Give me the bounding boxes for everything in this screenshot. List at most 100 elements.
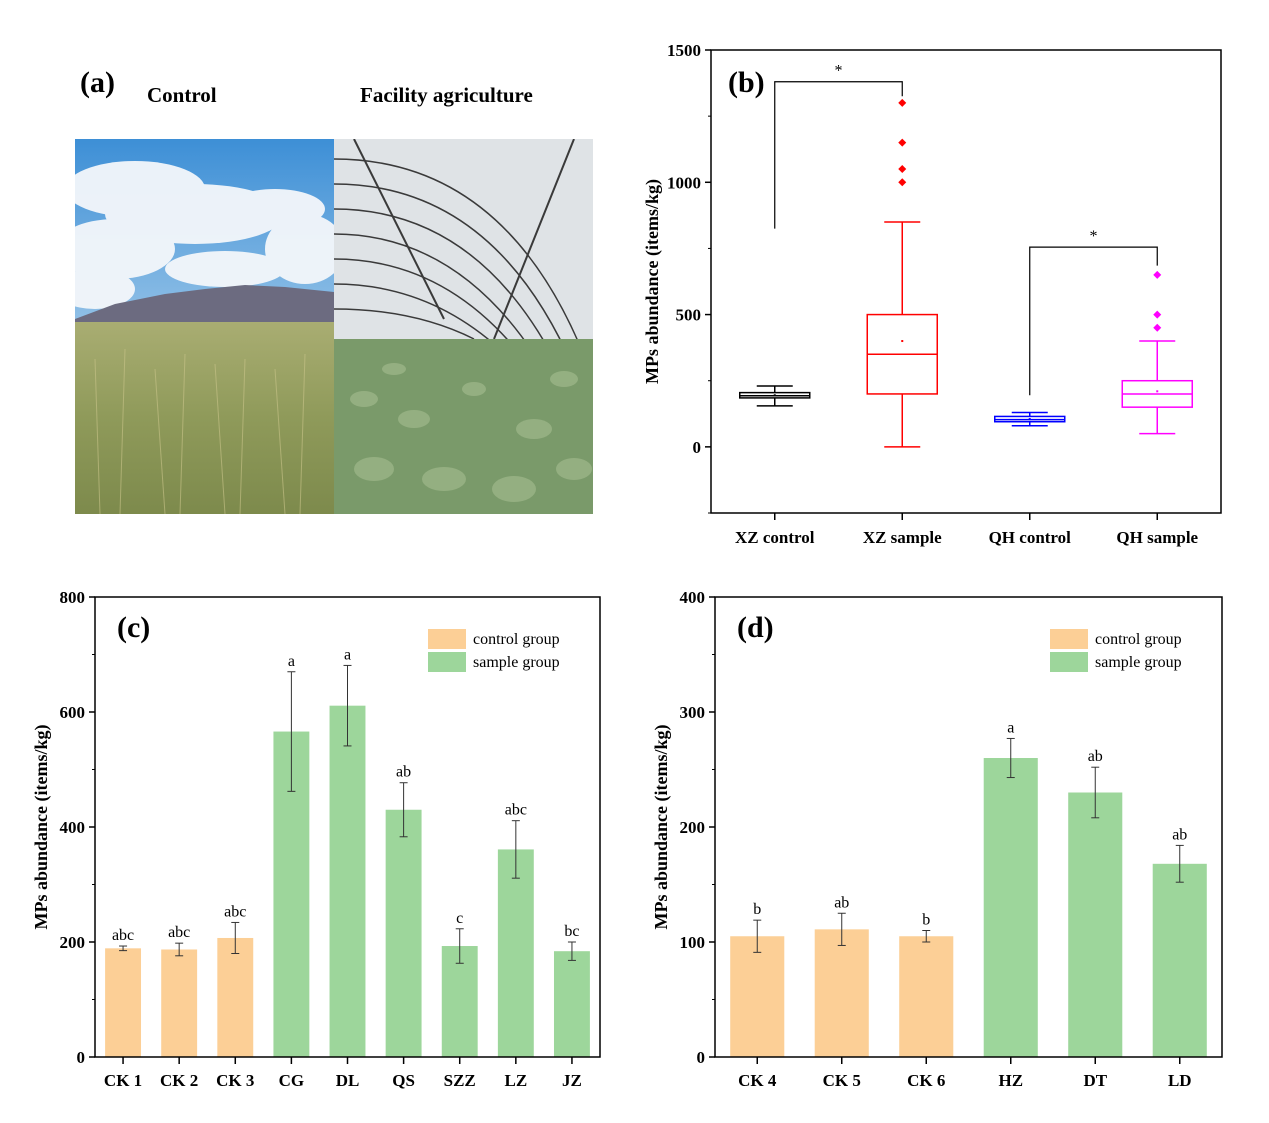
y-tick-label: 300: [680, 703, 706, 722]
y-tick-label: 400: [60, 818, 86, 837]
box-qh-sample: [1121, 270, 1193, 435]
mean-marker: [901, 340, 904, 343]
panel-c-label: (c): [117, 611, 150, 644]
y-axis-label: MPs abundance (items/kg): [642, 179, 663, 384]
outlier-point: [1153, 323, 1162, 332]
y-tick-label: 0: [693, 438, 702, 457]
box-xz-sample: [866, 98, 938, 448]
legend-swatch-control: [1050, 629, 1088, 649]
legend-swatch-sample: [1050, 652, 1088, 672]
legend-label-sample: sample group: [473, 654, 560, 671]
legend-label-sample: sample group: [1095, 654, 1182, 671]
significance-letter: abc: [505, 802, 527, 819]
y-tick-label: 500: [676, 306, 702, 325]
significance-letter: bc: [564, 923, 579, 940]
x-tick-label: CK 4: [738, 1071, 777, 1090]
y-axis-label: MPs abundance (items/kg): [31, 724, 52, 929]
bar-lz: [497, 849, 534, 1057]
panel-d-barchart: b ab b a ab ab 0 100 200 300 400 CK 4 CK 5 CK 6 HZ DT LD…: [651, 588, 1223, 1090]
panel-b-label: (b): [728, 66, 765, 99]
bar-ck-3: [217, 937, 254, 1057]
bar-dt: [1068, 792, 1123, 1057]
bar-ck-2: [161, 949, 198, 1057]
box-qh-control: [994, 411, 1066, 427]
y-tick-label: 400: [680, 588, 706, 607]
outlier-point: [898, 178, 907, 187]
panel-a-label: (a): [80, 66, 115, 99]
legend-swatch-sample: [428, 652, 466, 672]
significance-letter: ab: [396, 764, 411, 781]
wheat-field-mountains-photo: [75, 139, 334, 514]
x-tick-label: HZ: [998, 1071, 1023, 1090]
significance-bracket: [1029, 246, 1158, 396]
bar-hz: [983, 758, 1038, 1057]
y-tick-label: 1000: [667, 173, 701, 192]
x-tick-label: CK 2: [160, 1071, 198, 1090]
significance-letter: b: [922, 912, 930, 929]
facility-photo-title: Facility agriculture: [360, 83, 533, 107]
legend-label-control: control group: [473, 631, 560, 648]
x-tick-label: XZ control: [735, 528, 815, 547]
x-tick-label: CK 6: [907, 1071, 945, 1090]
x-tick-label: CG: [279, 1071, 305, 1090]
x-tick-label: JZ: [562, 1071, 582, 1090]
bar-ld: [1152, 863, 1207, 1057]
box-xz-control: [739, 385, 811, 407]
bar-ck-6: [899, 936, 954, 1057]
plot-frame: [710, 49, 1222, 514]
x-tick-label: QH sample: [1116, 528, 1198, 547]
legend-swatch-control: [428, 629, 466, 649]
outlier-point: [898, 98, 907, 107]
greenhouse-vegetables-photo: [334, 139, 593, 514]
y-tick-label: 200: [680, 818, 706, 837]
bar-ck-4: [730, 936, 785, 1057]
bar-dl: [329, 705, 366, 1057]
y-tick-label: 800: [60, 588, 86, 607]
significance-letter: abc: [112, 927, 134, 944]
y-tick-label: 600: [60, 703, 86, 722]
x-tick-label: SZZ: [444, 1071, 476, 1090]
x-tick-label: LD: [1168, 1071, 1192, 1090]
x-tick-label: CK 1: [104, 1071, 142, 1090]
significance-letter: a: [344, 646, 351, 663]
outlier-point: [898, 138, 907, 147]
significance-letter: a: [1007, 719, 1014, 736]
y-tick-label: 100: [680, 933, 706, 952]
panel-b-boxplot: 0 500 1000 1500 MPs abundance (items/kg) (b) X…: [642, 41, 1222, 547]
mean-marker: [1028, 418, 1031, 421]
significance-star: *: [835, 63, 843, 80]
x-tick-label: QS: [392, 1071, 415, 1090]
outlier-point: [1153, 310, 1162, 319]
x-tick-label: LZ: [504, 1071, 527, 1090]
x-tick-label: DL: [336, 1071, 360, 1090]
significance-letter: ab: [1088, 748, 1103, 765]
outlier-point: [898, 165, 907, 174]
significance-letter: abc: [224, 903, 246, 920]
bar-ck-5: [814, 929, 869, 1057]
bar-qs: [385, 809, 422, 1057]
significance-letter: a: [288, 653, 295, 670]
x-tick-label: CK 5: [823, 1071, 861, 1090]
y-tick-label: 200: [60, 933, 86, 952]
significance-letter: b: [753, 901, 761, 918]
outlier-point: [1153, 270, 1162, 279]
x-tick-label: XZ sample: [863, 528, 942, 547]
y-tick-label: 1500: [667, 41, 701, 60]
y-tick-label: 0: [697, 1048, 706, 1067]
mean-marker: [773, 394, 776, 397]
bar-szz: [441, 946, 478, 1057]
y-tick-label: 0: [77, 1048, 86, 1067]
legend-label-control: control group: [1095, 631, 1182, 648]
x-tick-label: DT: [1083, 1071, 1107, 1090]
significance-star: *: [1090, 228, 1098, 245]
significance-letter: abc: [168, 924, 190, 941]
significance-bracket: [774, 81, 903, 229]
x-tick-label: QH control: [989, 528, 1072, 547]
significance-letter: ab: [834, 894, 849, 911]
mean-marker: [1156, 390, 1159, 393]
significance-letter: ab: [1172, 826, 1187, 843]
x-tick-label: CK 3: [216, 1071, 254, 1090]
bar-jz: [553, 951, 590, 1057]
bar-ck-1: [105, 948, 142, 1057]
